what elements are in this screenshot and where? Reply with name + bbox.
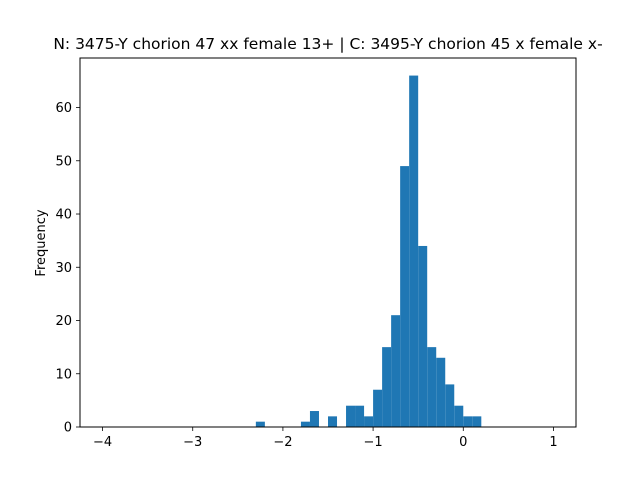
plot-frame	[79, 57, 577, 428]
histogram-bar	[364, 416, 374, 427]
x-tick-label: 0	[459, 435, 467, 450]
histogram-bar	[436, 357, 446, 427]
histogram-bar	[427, 347, 437, 427]
y-tick-label: 30	[55, 261, 72, 276]
histogram-bar	[409, 75, 419, 428]
y-tick-label: 60	[55, 101, 72, 116]
y-axis: 0 10 20 30 40 50 60	[55, 101, 80, 436]
histogram-bar	[255, 421, 265, 427]
x-tick-label: 1	[549, 435, 557, 450]
y-tick-label: 0	[64, 421, 72, 436]
y-tick-label: 10	[55, 367, 72, 382]
y-tick-label: 50	[55, 154, 72, 169]
histogram-bar	[391, 315, 401, 427]
chart-title: N: 3475-Y chorion 47 xx female 13+ | C: …	[53, 35, 602, 53]
histogram-bar	[346, 405, 356, 427]
x-axis: −4 −3 −2 −1 0 1	[93, 427, 558, 450]
y-tick-label: 20	[55, 314, 72, 329]
histogram-bar	[373, 389, 383, 427]
x-tick-label: −2	[273, 435, 292, 450]
histogram-bar	[309, 411, 319, 427]
histogram-bar	[382, 347, 392, 427]
histogram-bar	[472, 416, 482, 427]
y-tick-label: 40	[55, 208, 72, 223]
histogram-bar	[445, 384, 455, 427]
histogram-bar	[418, 245, 428, 427]
histogram-bar	[300, 421, 310, 427]
histogram-bar	[355, 405, 365, 427]
histogram-bar	[400, 166, 410, 427]
x-tick-label: −4	[93, 435, 112, 450]
bars-group	[255, 75, 482, 428]
y-axis-label: Frequency	[34, 209, 49, 276]
histogram-bar	[454, 405, 464, 427]
histogram-bar	[328, 416, 338, 427]
x-tick-label: −1	[364, 435, 383, 450]
x-tick-label: −3	[183, 435, 202, 450]
histogram-bar	[463, 416, 473, 427]
